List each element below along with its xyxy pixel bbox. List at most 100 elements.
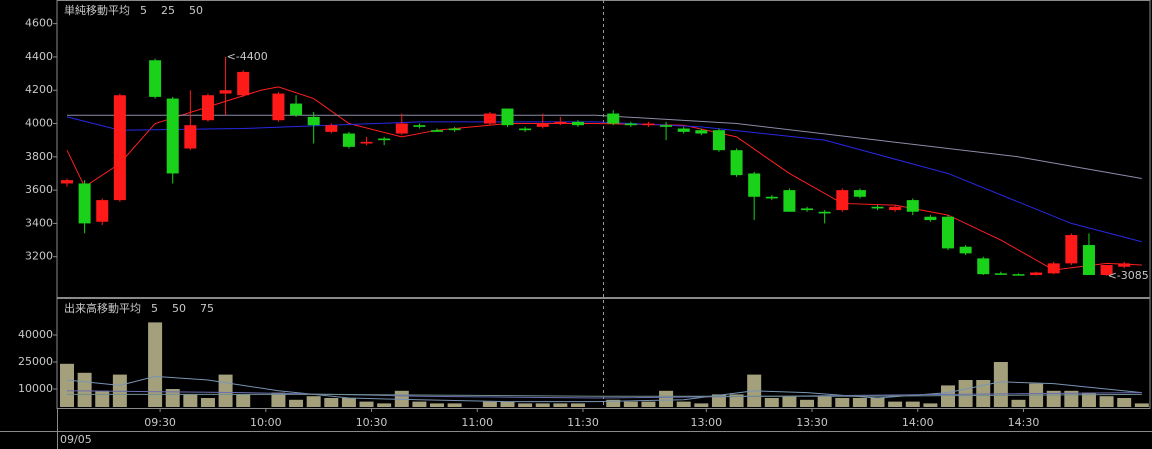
candle-body — [413, 125, 426, 127]
volume-bar — [412, 401, 427, 407]
candle-body — [325, 125, 338, 132]
volume-bar — [870, 398, 885, 407]
volume-bar — [923, 403, 938, 407]
x-tick-label: 13:30 — [796, 416, 828, 429]
candle-body — [1082, 245, 1095, 276]
ma-line — [66, 390, 1142, 399]
candle-body — [695, 130, 708, 134]
candle-body — [201, 95, 214, 121]
candle-body — [554, 121, 567, 124]
legend-entry: 25 — [161, 4, 175, 17]
volume-bar — [659, 390, 674, 407]
candle-body — [519, 128, 532, 131]
y-tick-label: 3800 — [25, 150, 53, 163]
candle-body — [906, 200, 919, 212]
candle-body — [607, 113, 620, 124]
candle-body — [1030, 272, 1043, 276]
volume-bar — [553, 403, 568, 407]
candle-body — [924, 216, 937, 221]
volume-bar — [518, 403, 533, 407]
y-tick-label: 10000 — [18, 382, 53, 395]
candle-body — [483, 113, 496, 124]
volume-bar — [148, 322, 163, 407]
candle-body — [431, 130, 444, 132]
volume-bar — [641, 401, 656, 407]
volume-bar — [359, 401, 374, 407]
x-tick-label: 10:30 — [356, 416, 388, 429]
legend-entry: 50 — [189, 4, 203, 17]
x-tick-label: 09:30 — [144, 416, 176, 429]
y-tick-label: 4400 — [25, 50, 53, 63]
x-tick-label: 11:30 — [567, 416, 599, 429]
y-tick-label: 3200 — [25, 250, 53, 263]
volume-bar — [95, 390, 110, 407]
y-tick-label: 40000 — [18, 328, 53, 341]
volume-bar — [306, 396, 321, 407]
candle-body — [360, 141, 373, 144]
candle-body — [166, 98, 179, 174]
candle-body — [184, 125, 197, 149]
legend-entry: 50 — [172, 302, 186, 315]
volume-bar — [888, 401, 903, 407]
legend-title: 単純移動平均 — [64, 3, 130, 17]
candle-body — [307, 116, 320, 126]
x-tick-label: 14:00 — [902, 416, 934, 429]
candle-body — [1065, 235, 1078, 264]
candle-body — [272, 93, 285, 121]
x-tick-label: 14:30 — [1008, 416, 1040, 429]
candle-body — [730, 150, 743, 176]
volume-bar — [112, 374, 127, 407]
candle-body — [237, 71, 250, 96]
candle-body — [994, 273, 1007, 275]
volume-bar — [200, 398, 215, 407]
candle-body — [712, 130, 725, 151]
volume-bar — [1011, 399, 1026, 407]
y-tick-label: 25000 — [18, 355, 53, 368]
volume-bar — [800, 399, 815, 407]
volume-bar — [1081, 392, 1096, 407]
volume-bar — [1117, 398, 1132, 407]
candle-body — [836, 190, 849, 211]
volume-bar — [60, 363, 74, 407]
candle-body — [501, 108, 514, 126]
legend-entry: 75 — [200, 302, 214, 315]
y-tick-label: 4000 — [25, 117, 53, 130]
legend-title: 出来高移動平均 — [64, 301, 141, 315]
y-tick-label: 3600 — [25, 183, 53, 196]
candle-body — [624, 123, 637, 126]
candle-body — [61, 180, 73, 184]
date-label: 09/05 — [60, 433, 92, 446]
candle-body — [977, 258, 990, 275]
candle-body — [448, 128, 461, 131]
ma-line — [67, 114, 1142, 179]
volume-bar — [535, 403, 550, 407]
candle-body — [78, 183, 91, 224]
candle-body — [959, 246, 972, 254]
candle-body — [871, 206, 884, 209]
volume-bar — [482, 401, 497, 407]
volume-bar — [835, 398, 850, 407]
volume-bar — [676, 401, 691, 407]
volume-bar — [729, 394, 744, 407]
candle-body — [1100, 265, 1113, 276]
volume-bar — [852, 398, 867, 407]
candle-body — [677, 128, 690, 132]
candle-body — [801, 208, 814, 211]
volume-bar — [941, 385, 955, 407]
volume-bar — [782, 396, 797, 407]
legend-entry: 5 — [151, 302, 158, 315]
candle-body — [642, 123, 655, 126]
candle-body — [149, 60, 162, 97]
candle-body — [96, 200, 109, 222]
x-tick-label: 13:00 — [690, 416, 722, 429]
volume-bar — [570, 403, 585, 407]
candle-body — [219, 90, 232, 94]
volume-bar — [817, 396, 832, 407]
volume-bar — [623, 401, 638, 407]
volume-bar — [500, 401, 515, 407]
candle-body — [342, 133, 355, 147]
candle-body — [378, 138, 391, 141]
y-tick-label: 4200 — [25, 83, 53, 96]
candle-body — [889, 206, 902, 211]
